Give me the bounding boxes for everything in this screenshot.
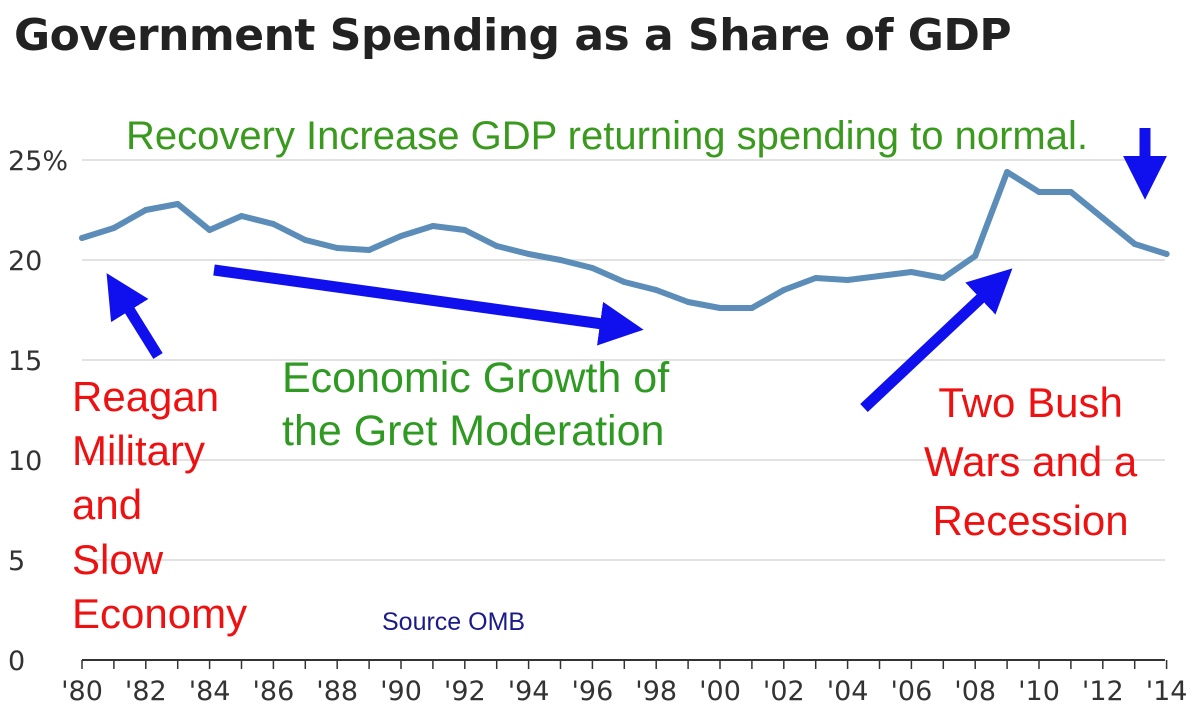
data-point [493, 243, 500, 249]
data-point [1067, 189, 1074, 195]
data-point [302, 237, 309, 243]
data-point [557, 257, 564, 263]
data-point [876, 273, 883, 279]
data-point [174, 201, 181, 207]
data-point [238, 213, 245, 219]
annotation-bush: Two Bush Wars and a Recession [924, 374, 1137, 550]
annotation-bush-line: Two Bush [938, 379, 1123, 426]
data-point [79, 235, 85, 241]
x-tick-label: '96 [572, 676, 614, 707]
y-tick-label: 10 [8, 446, 42, 477]
data-point [589, 265, 596, 271]
x-tick-label: '82 [125, 676, 167, 707]
data-point [1099, 215, 1106, 221]
data-point [398, 233, 404, 239]
y-tick-label: 15 [8, 346, 42, 377]
data-point [1036, 189, 1042, 195]
data-point [748, 305, 755, 311]
annotation-growth-line: the Gret Moderation [282, 407, 665, 456]
x-tick-label: '06 [891, 676, 933, 707]
x-tick-label: '04 [827, 676, 869, 707]
y-tick-label: 5 [8, 546, 25, 577]
data-point [717, 305, 723, 311]
data-point [461, 227, 468, 233]
data-point [908, 269, 915, 275]
x-axis-tick-labels: '80 '82 '84 '86 '88 '90 '92 '94 '96 '98 '00 '02 '04 '… [61, 676, 1187, 707]
annotation-reagan-line: Military [72, 427, 205, 475]
x-tick-label: '00 [699, 676, 741, 707]
source-label: Source OMB [382, 608, 526, 636]
data-point [972, 253, 979, 259]
x-tick-label: '08 [954, 676, 996, 707]
data-point [525, 251, 532, 257]
data-points [79, 169, 1170, 311]
annotation-growth-line: Economic Growth of [282, 354, 670, 402]
x-tick-label: '84 [189, 676, 231, 707]
annotation-recovery: Recovery Increase GDP returning spending… [126, 114, 1088, 158]
data-point [1163, 251, 1170, 257]
annotation-reagan-line: Slow [72, 535, 164, 583]
data-point [334, 245, 341, 251]
data-point [685, 299, 692, 305]
annotation-reagan-line: Economy [72, 589, 248, 637]
x-axis [81, 659, 1168, 669]
data-point [429, 223, 436, 229]
y-axis-tick-labels: 0 5 10 15 20 25% [8, 146, 68, 677]
annotation-reagan: Reagan Military and Slow Economy [72, 370, 247, 641]
x-tick-label: '86 [253, 676, 295, 707]
series-line-spending [79, 169, 1170, 311]
x-tick-label: '94 [508, 676, 550, 707]
data-point [206, 227, 213, 233]
data-point [621, 279, 628, 285]
x-tick-label: '10 [1018, 676, 1060, 707]
data-point [142, 207, 149, 213]
annotation-bush-line: Wars and a [924, 437, 1138, 485]
x-tick-label: '98 [635, 676, 677, 707]
x-tick-label: '92 [444, 676, 486, 707]
data-point [1131, 241, 1138, 247]
x-tick-label: '90 [380, 676, 422, 707]
x-tick-label: '80 [61, 676, 103, 707]
data-point [844, 277, 851, 283]
data-point [812, 275, 819, 281]
data-point [940, 275, 947, 281]
annotation-reagan-line: and [72, 481, 143, 529]
data-point [270, 221, 277, 227]
chart-title: Government Spending as a Share of GDP [14, 10, 1012, 61]
data-point [1004, 169, 1011, 175]
x-tick-label: '88 [316, 676, 358, 707]
y-tick-label: 0 [8, 646, 25, 677]
arrow-bush [860, 268, 1013, 413]
annotation-reagan-line: Reagan [72, 373, 220, 420]
y-tick-label: 25% [8, 146, 68, 177]
x-tick-label: '14 [1146, 676, 1188, 707]
data-point [653, 287, 660, 293]
annotation-growth: Economic Growth of the Gret Moderation [282, 352, 669, 459]
annotation-bush-line: Recession [932, 496, 1129, 544]
x-tick-label: '12 [1082, 676, 1124, 707]
arrow-growth [213, 264, 644, 346]
x-tick-label: '02 [763, 676, 805, 707]
annotation-arrows [106, 128, 1167, 413]
data-point [110, 225, 117, 231]
y-tick-label: 20 [8, 246, 42, 277]
data-point [366, 247, 373, 253]
arrow-reagan [106, 273, 163, 359]
data-point [780, 287, 787, 293]
gridlines [82, 159, 1165, 561]
